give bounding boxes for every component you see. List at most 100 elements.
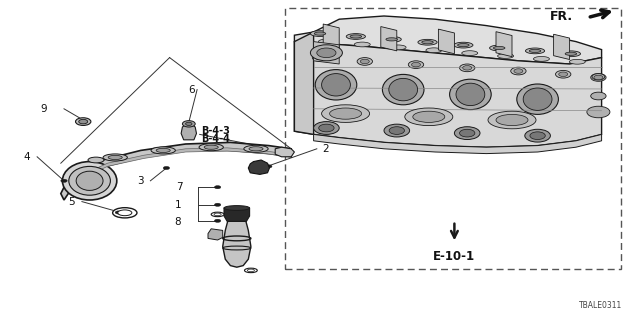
Ellipse shape xyxy=(108,156,122,160)
Polygon shape xyxy=(314,134,602,154)
Ellipse shape xyxy=(249,147,263,151)
Text: 8: 8 xyxy=(175,217,181,228)
Circle shape xyxy=(182,121,195,127)
Circle shape xyxy=(80,119,86,123)
Ellipse shape xyxy=(63,162,117,200)
Ellipse shape xyxy=(570,60,585,64)
Text: TBALE0311: TBALE0311 xyxy=(579,301,622,310)
Ellipse shape xyxy=(462,51,477,56)
Text: FR.: FR. xyxy=(550,10,573,22)
Ellipse shape xyxy=(315,70,357,100)
Circle shape xyxy=(530,132,545,140)
Circle shape xyxy=(587,106,610,118)
Circle shape xyxy=(592,74,605,80)
Circle shape xyxy=(384,124,410,137)
Polygon shape xyxy=(294,32,314,134)
Ellipse shape xyxy=(330,108,362,119)
Circle shape xyxy=(312,54,328,61)
Circle shape xyxy=(591,92,606,100)
Ellipse shape xyxy=(355,42,370,47)
Circle shape xyxy=(360,59,369,64)
Text: 6: 6 xyxy=(189,84,195,95)
Circle shape xyxy=(594,75,603,80)
Text: 4: 4 xyxy=(24,152,30,162)
Ellipse shape xyxy=(151,147,175,154)
Circle shape xyxy=(317,48,336,58)
Circle shape xyxy=(316,55,324,60)
Ellipse shape xyxy=(247,269,255,272)
Ellipse shape xyxy=(322,105,370,123)
Polygon shape xyxy=(438,29,454,54)
Ellipse shape xyxy=(199,144,223,151)
Ellipse shape xyxy=(103,154,127,161)
Polygon shape xyxy=(314,42,339,64)
Ellipse shape xyxy=(214,213,221,216)
Circle shape xyxy=(76,118,91,125)
Text: 5: 5 xyxy=(68,196,75,207)
Ellipse shape xyxy=(88,157,104,163)
Polygon shape xyxy=(181,124,196,140)
Circle shape xyxy=(389,127,404,134)
Ellipse shape xyxy=(493,46,505,50)
Ellipse shape xyxy=(156,148,170,153)
Ellipse shape xyxy=(565,52,577,55)
Circle shape xyxy=(556,70,571,78)
Ellipse shape xyxy=(346,34,365,39)
Ellipse shape xyxy=(76,171,103,190)
Ellipse shape xyxy=(488,111,536,129)
Polygon shape xyxy=(275,147,294,157)
Ellipse shape xyxy=(204,145,218,149)
Circle shape xyxy=(214,219,221,222)
Circle shape xyxy=(525,129,550,142)
Circle shape xyxy=(61,179,67,182)
Ellipse shape xyxy=(113,208,137,218)
Ellipse shape xyxy=(426,48,442,53)
Circle shape xyxy=(163,166,170,170)
Circle shape xyxy=(186,122,192,125)
Text: B-4-4: B-4-4 xyxy=(202,134,230,144)
Circle shape xyxy=(186,121,192,124)
Polygon shape xyxy=(496,32,512,57)
Circle shape xyxy=(408,61,424,68)
Circle shape xyxy=(214,186,221,189)
Ellipse shape xyxy=(561,51,580,57)
Ellipse shape xyxy=(244,145,268,152)
Ellipse shape xyxy=(383,75,424,105)
Circle shape xyxy=(511,67,526,75)
Circle shape xyxy=(463,66,472,70)
Ellipse shape xyxy=(454,42,473,48)
Ellipse shape xyxy=(310,31,330,36)
Circle shape xyxy=(460,129,475,137)
Ellipse shape xyxy=(386,38,397,41)
Polygon shape xyxy=(208,229,223,240)
Polygon shape xyxy=(74,148,285,188)
Ellipse shape xyxy=(69,166,111,195)
Polygon shape xyxy=(223,221,251,267)
Ellipse shape xyxy=(490,45,509,51)
Polygon shape xyxy=(381,27,397,51)
Ellipse shape xyxy=(458,44,469,47)
Circle shape xyxy=(79,119,88,124)
Polygon shape xyxy=(248,160,269,174)
Ellipse shape xyxy=(390,45,406,50)
Circle shape xyxy=(314,122,339,134)
Ellipse shape xyxy=(244,268,257,273)
Ellipse shape xyxy=(211,212,224,217)
Ellipse shape xyxy=(413,111,445,123)
Ellipse shape xyxy=(496,115,528,126)
Ellipse shape xyxy=(418,39,437,45)
Circle shape xyxy=(266,165,272,168)
Text: B-4-3: B-4-3 xyxy=(202,126,230,136)
Text: 7: 7 xyxy=(176,182,182,192)
Text: 3: 3 xyxy=(138,176,144,186)
Ellipse shape xyxy=(224,206,250,211)
Circle shape xyxy=(115,211,122,214)
Ellipse shape xyxy=(118,210,132,216)
Ellipse shape xyxy=(534,56,550,61)
Ellipse shape xyxy=(350,35,362,38)
Ellipse shape xyxy=(382,36,401,42)
Ellipse shape xyxy=(456,83,485,106)
Circle shape xyxy=(319,124,334,132)
Polygon shape xyxy=(224,208,250,221)
Circle shape xyxy=(460,64,475,72)
